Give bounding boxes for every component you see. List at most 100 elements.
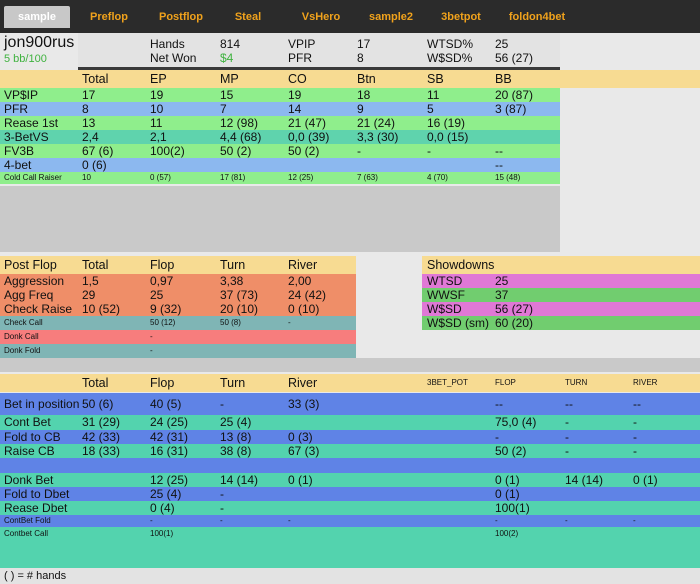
postflop-row: Agg Freq 29 25 37 (73) 24 (42) xyxy=(0,288,700,302)
row-band xyxy=(0,158,560,172)
preflop-cell: 2,4 xyxy=(82,130,99,144)
cbet-row: Fold to CB 42 (33) 42 (31) 13 (8) 0 (3) - - - xyxy=(0,430,700,444)
cbet-cell: 67 (3) xyxy=(288,444,320,458)
showdown-value: 56 (27) xyxy=(495,302,534,316)
postflop-row-label: Check Call xyxy=(4,318,43,327)
cbet-row-label: Fold to Dbet xyxy=(4,487,70,501)
postflop-cell: 24 (42) xyxy=(288,288,327,302)
cbet-row-label: Donk Bet xyxy=(4,473,54,487)
preflop-cell: 15 (48) xyxy=(495,173,521,182)
pot-cell: - xyxy=(633,516,636,525)
footer xyxy=(0,568,700,584)
preflop-cell: 8 xyxy=(82,102,89,116)
footer-note: ( ) = # hands xyxy=(4,570,67,582)
preflop-cell: - xyxy=(357,144,361,158)
preflop-cell: 11 xyxy=(150,116,163,130)
preflop-cell: 19 xyxy=(288,88,302,102)
tab-postflop[interactable]: Postflop xyxy=(159,11,203,23)
stat-value-hands: 814 xyxy=(220,37,241,51)
postflop-cell: - xyxy=(150,332,153,341)
spacer-2 xyxy=(0,358,700,372)
preflop-cell: 17 xyxy=(82,88,96,102)
postflop-cell: 50 (12) xyxy=(150,318,176,327)
preflop-cell: 0,0 (15) xyxy=(427,130,469,144)
pot-cell: - xyxy=(565,516,568,525)
row-band xyxy=(0,430,700,444)
postflop-cell: 25 xyxy=(150,288,164,302)
showdowns-header xyxy=(422,256,700,274)
showdown-value: 60 (20) xyxy=(495,316,534,330)
cbet-cell: 0 (1) xyxy=(288,473,313,487)
preflop-cell: 0 (57) xyxy=(150,173,171,182)
preflop-cell: 7 (63) xyxy=(357,173,378,182)
showdown-row: WWSF 37 xyxy=(422,288,700,302)
preflop-cell: 100(2) xyxy=(150,144,185,158)
cbet-spacer-band xyxy=(0,458,700,473)
player-win-rate: 5 bb/100 xyxy=(4,53,47,65)
col-co: CO xyxy=(288,72,307,86)
preflop-row-label: PFR xyxy=(4,102,28,116)
preflop-row: 4-bet 0 (6) -- xyxy=(0,158,700,172)
postflop-row: Check Call 50 (12) 50 (8) - xyxy=(0,316,700,330)
pot-cell: 0 (1) xyxy=(633,473,658,487)
row-band xyxy=(0,116,560,130)
preflop-row: FV3B 67 (6) 100(2) 50 (2) 50 (2) - - -- xyxy=(0,144,700,158)
stat-value-vpip: 17 xyxy=(357,37,371,51)
tab-sample2[interactable]: sample2 xyxy=(368,11,414,23)
row-band xyxy=(0,130,560,144)
post-col-total: Total xyxy=(82,258,109,272)
row-band xyxy=(0,344,356,358)
pot-col-river: RIVER xyxy=(633,378,658,387)
cbet-row-label: Bet in position xyxy=(4,397,80,411)
tab-3betpot[interactable]: 3betpot xyxy=(441,11,481,23)
stat-value-pfr: 8 xyxy=(357,51,364,65)
row-band xyxy=(0,288,356,302)
cbet-cell: - xyxy=(220,487,224,501)
tab-preflop[interactable]: Preflop xyxy=(90,11,128,23)
showdown-row: W$SD 56 (27) xyxy=(422,302,700,316)
preflop-cell: 21 (24) xyxy=(357,116,396,130)
postflop-cell: 20 (10) xyxy=(220,302,259,316)
cbet-cell: 18 (33) xyxy=(82,444,121,458)
col-mp: MP xyxy=(220,72,239,86)
header-divider xyxy=(78,67,560,70)
tab-steal[interactable]: Steal xyxy=(234,11,262,23)
pot-col-3betpot: 3BET_POT xyxy=(427,378,468,387)
pot-cell: - xyxy=(633,430,637,444)
stat-value-netwon: $4 xyxy=(220,51,234,65)
postflop-title: Post Flop xyxy=(4,258,57,272)
row-band xyxy=(0,487,700,501)
pot-cell: 0 (1) xyxy=(495,473,520,487)
tab-vshero[interactable]: VsHero xyxy=(301,11,341,23)
postflop-cell: - xyxy=(150,346,153,355)
col-btn: Btn xyxy=(357,72,376,86)
pot-cell: 0 (1) xyxy=(495,487,520,501)
preflop-cell: 10 xyxy=(150,102,164,116)
tab-bar: sample Preflop Postflop Steal VsHero sam… xyxy=(0,0,700,33)
showdown-label: WTSD xyxy=(427,274,463,288)
post-col-flop: Flop xyxy=(150,258,175,272)
preflop-cell: 14 xyxy=(288,102,302,116)
row-band xyxy=(0,527,700,541)
postflop-cell: 37 (73) xyxy=(220,288,259,302)
pot-cell: -- xyxy=(565,397,573,411)
preflop-row: Cold Call Raiser 10 0 (57) 17 (81) 12 (25) 7 … xyxy=(0,172,700,184)
postflop-cell: - xyxy=(288,318,291,327)
preflop-row-label: FV3B xyxy=(4,144,35,158)
preflop-cell: 19 xyxy=(150,88,164,102)
cbet-row: Rease Dbet 0 (4) - 100(1) xyxy=(0,501,700,515)
cbet-cell: 16 (31) xyxy=(150,444,189,458)
pot-col-turn: TURN xyxy=(565,378,588,387)
row-band xyxy=(0,515,700,527)
tab-sample[interactable]: sample xyxy=(4,6,70,28)
col-total: Total xyxy=(82,72,109,86)
preflop-cell: 12 (25) xyxy=(288,173,314,182)
row-band xyxy=(0,302,356,316)
preflop-cell: 20 (87) xyxy=(495,88,534,102)
cbet-row-label: Rease Dbet xyxy=(4,501,68,515)
preflop-row-label: Cold Call Raiser xyxy=(4,173,62,182)
tab-foldon4bet[interactable]: foldon4bet xyxy=(508,11,566,23)
pot-cell: -- xyxy=(633,397,641,411)
showdown-value: 37 xyxy=(495,288,509,302)
preflop-cell: 7 xyxy=(220,102,227,116)
